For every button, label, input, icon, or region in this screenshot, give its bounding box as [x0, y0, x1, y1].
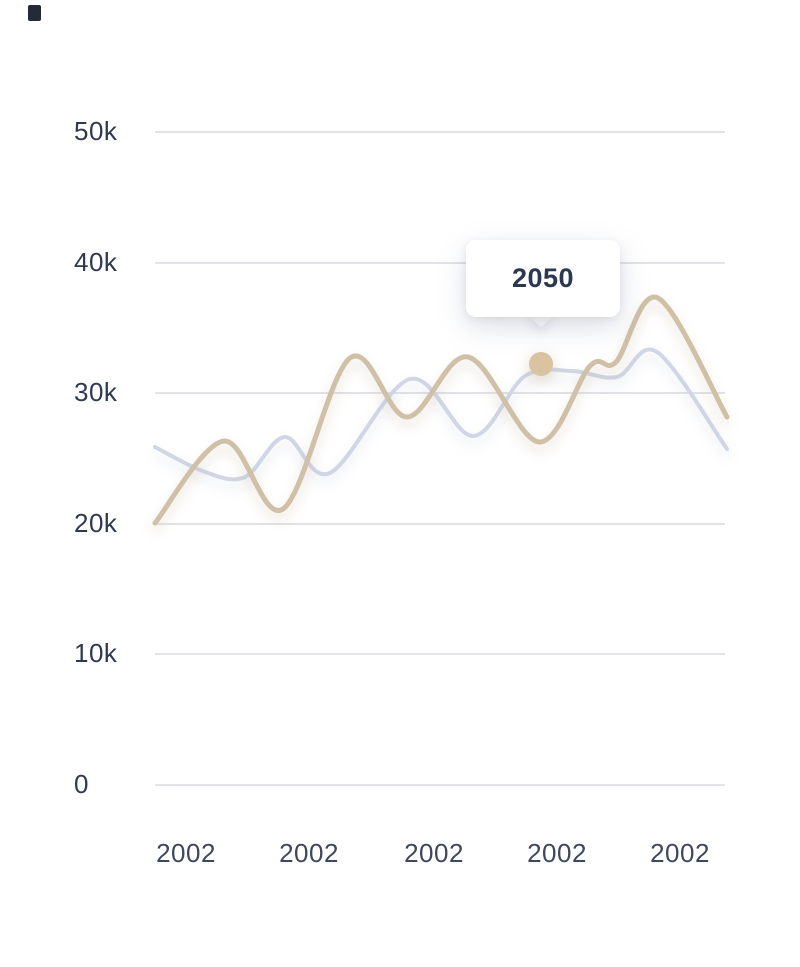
gridline — [155, 784, 725, 786]
gridline — [155, 131, 725, 133]
corner-mark — [28, 5, 41, 21]
x-axis-label: 2002 — [279, 838, 339, 868]
x-axis-label: 2002 — [650, 838, 710, 868]
y-axis-label: 0 — [74, 769, 89, 799]
primary-line[interactable] — [152, 294, 730, 526]
gridline — [155, 392, 725, 394]
x-axis-label: 2002 — [527, 838, 587, 868]
y-axis-label: 30k — [74, 377, 118, 407]
x-axis-label: 2002 — [156, 838, 216, 868]
gridline — [155, 262, 725, 264]
secondary-line[interactable] — [153, 347, 729, 482]
x-axis-label: 2002 — [404, 838, 464, 868]
y-axis-label: 40k — [74, 247, 118, 277]
y-axis-label: 50k — [74, 116, 118, 146]
y-axis-label: 20k — [74, 508, 118, 538]
gridline — [155, 653, 725, 655]
gridline — [155, 523, 725, 525]
hover-point-dot — [529, 352, 553, 376]
y-axis-label: 10k — [74, 638, 118, 668]
tooltip: 2050 — [466, 240, 620, 328]
tooltip-box: 2050 — [466, 240, 620, 317]
tooltip-value: 2050 — [511, 263, 575, 293]
